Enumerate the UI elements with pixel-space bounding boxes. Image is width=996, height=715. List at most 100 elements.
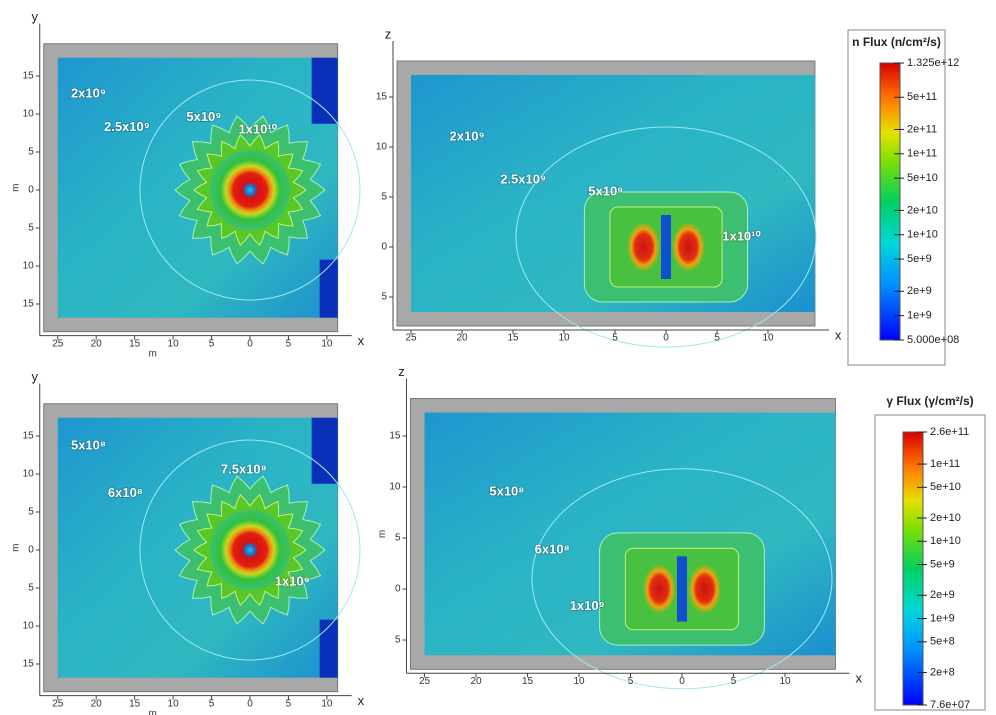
y-tick-label: 0 bbox=[28, 545, 34, 556]
x-tick-label: 10 bbox=[168, 338, 180, 349]
x-tick-label: 0 bbox=[247, 338, 253, 349]
x-tick-label: 15 bbox=[522, 676, 534, 687]
y-tick-label: 10 bbox=[389, 482, 401, 493]
x-axis-label: m bbox=[149, 708, 157, 715]
axis-name: x bbox=[358, 333, 365, 348]
shield bbox=[319, 619, 338, 678]
source bbox=[672, 223, 705, 271]
colorbar-title: n Flux (n/cm²/s) bbox=[852, 35, 941, 49]
y-tick-label: 10 bbox=[23, 109, 35, 120]
target bbox=[677, 556, 687, 622]
x-tick-label: 15 bbox=[129, 698, 141, 709]
y-tick-label: 5 bbox=[381, 192, 387, 203]
x-tick-label: 10 bbox=[321, 698, 333, 709]
colorbar-label: 5e+11 bbox=[907, 91, 937, 103]
contour-label: 1x10⁹ bbox=[275, 573, 310, 588]
contour bbox=[531, 468, 833, 690]
colorbar-label: 2.6e+11 bbox=[930, 426, 969, 438]
colorbar-label: 2e+9 bbox=[930, 589, 955, 601]
x-tick-label: 5 bbox=[286, 338, 292, 349]
x-tick-label: 5 bbox=[286, 698, 292, 709]
contour-label: 1x10⁹ bbox=[570, 598, 605, 613]
colorbar-label: 1e+10 bbox=[907, 229, 938, 241]
contour-label: 2x10⁹ bbox=[71, 86, 106, 101]
axis-name: z bbox=[398, 364, 405, 379]
contour-label: 2.5x10⁹ bbox=[104, 119, 150, 134]
x-tick-label: 20 bbox=[91, 698, 103, 709]
colorbar bbox=[902, 431, 924, 706]
source bbox=[210, 510, 290, 590]
x-tick-label: 25 bbox=[52, 338, 64, 349]
x-tick-label: 5 bbox=[209, 698, 215, 709]
y-tick-label: 10 bbox=[23, 469, 35, 480]
colorbar-label: 2e+11 bbox=[907, 123, 937, 135]
colorbar-label: 5.000e+08 bbox=[907, 334, 959, 346]
y-tick-label: 5 bbox=[381, 292, 387, 303]
y-tick-label: 15 bbox=[23, 299, 35, 310]
y-tick-label: 10 bbox=[23, 621, 35, 632]
y-axis-label: m bbox=[10, 544, 21, 552]
contour bbox=[139, 79, 361, 301]
x-tick-label: 5 bbox=[612, 333, 618, 344]
contour-label: 2.5x10⁹ bbox=[500, 171, 546, 186]
y-tick-label: 10 bbox=[23, 261, 35, 272]
x-tick-label: 5 bbox=[628, 676, 634, 687]
x-tick-label: 5 bbox=[209, 338, 215, 349]
colorbar-label: 1e+10 bbox=[930, 535, 961, 547]
colorbar-title: γ Flux (γ/cm²/s) bbox=[886, 394, 973, 408]
x-tick-label: 25 bbox=[405, 333, 417, 344]
colorbar-label: 2e+10 bbox=[930, 512, 961, 524]
colorbar-label: 1e+9 bbox=[930, 612, 955, 624]
axis-name: y bbox=[32, 369, 39, 384]
colorbar-label: 1e+9 bbox=[907, 310, 932, 322]
y-axis-label: m bbox=[377, 530, 388, 538]
y-tick-label: 0 bbox=[395, 584, 401, 595]
contour-label: 1x10¹⁰ bbox=[722, 228, 761, 243]
x-tick-label: 0 bbox=[247, 698, 253, 709]
axis-name: x bbox=[855, 671, 862, 686]
contour-label: 5x10⁸ bbox=[71, 437, 106, 452]
x-tick-label: 10 bbox=[779, 676, 791, 687]
x-tick-label: 20 bbox=[456, 333, 468, 344]
axis-name: y bbox=[32, 9, 39, 24]
y-tick-label: 10 bbox=[376, 142, 388, 153]
y-tick-label: 0 bbox=[381, 242, 387, 253]
x-tick-label: 20 bbox=[470, 676, 482, 687]
colorbar-label: 2e+8 bbox=[930, 666, 955, 678]
source bbox=[643, 565, 676, 613]
colorbar-label: 5e+9 bbox=[930, 558, 955, 570]
contour-label: 5x10⁹ bbox=[186, 109, 221, 124]
y-axis-label: m bbox=[10, 184, 21, 192]
x-tick-label: 25 bbox=[52, 698, 64, 709]
y-tick-label: 0 bbox=[28, 185, 34, 196]
contour bbox=[515, 126, 817, 348]
y-tick-label: 15 bbox=[23, 431, 35, 442]
axis-name: z bbox=[385, 26, 392, 41]
x-axis-label: m bbox=[149, 348, 157, 359]
y-tick-label: 5 bbox=[395, 533, 401, 544]
source bbox=[688, 565, 721, 613]
contour-label: 1x10¹⁰ bbox=[238, 121, 277, 136]
source bbox=[627, 223, 660, 271]
colorbar-label: 7.6e+07 bbox=[930, 699, 970, 711]
axis-name: x bbox=[358, 693, 365, 708]
colorbar-label: 2e+10 bbox=[907, 204, 938, 216]
contour-label: 5x10⁹ bbox=[588, 183, 623, 198]
contour-label: 6x10⁸ bbox=[535, 542, 570, 557]
colorbar-label: 5e+10 bbox=[930, 481, 961, 493]
x-tick-label: 10 bbox=[762, 333, 774, 344]
x-tick-label: 25 bbox=[419, 676, 431, 687]
colorbar-label: 5e+8 bbox=[930, 636, 955, 648]
x-tick-label: 0 bbox=[663, 333, 669, 344]
x-tick-label: 5 bbox=[731, 676, 737, 687]
source bbox=[210, 150, 290, 230]
colorbar-label: 5e+10 bbox=[907, 172, 938, 184]
y-tick-label: 15 bbox=[23, 71, 35, 82]
y-tick-label: 15 bbox=[23, 659, 35, 670]
x-tick-label: 10 bbox=[321, 338, 333, 349]
x-tick-label: 5 bbox=[714, 333, 720, 344]
y-tick-label: 15 bbox=[376, 92, 388, 103]
y-tick-label: 5 bbox=[395, 635, 401, 646]
y-tick-label: 5 bbox=[28, 507, 34, 518]
